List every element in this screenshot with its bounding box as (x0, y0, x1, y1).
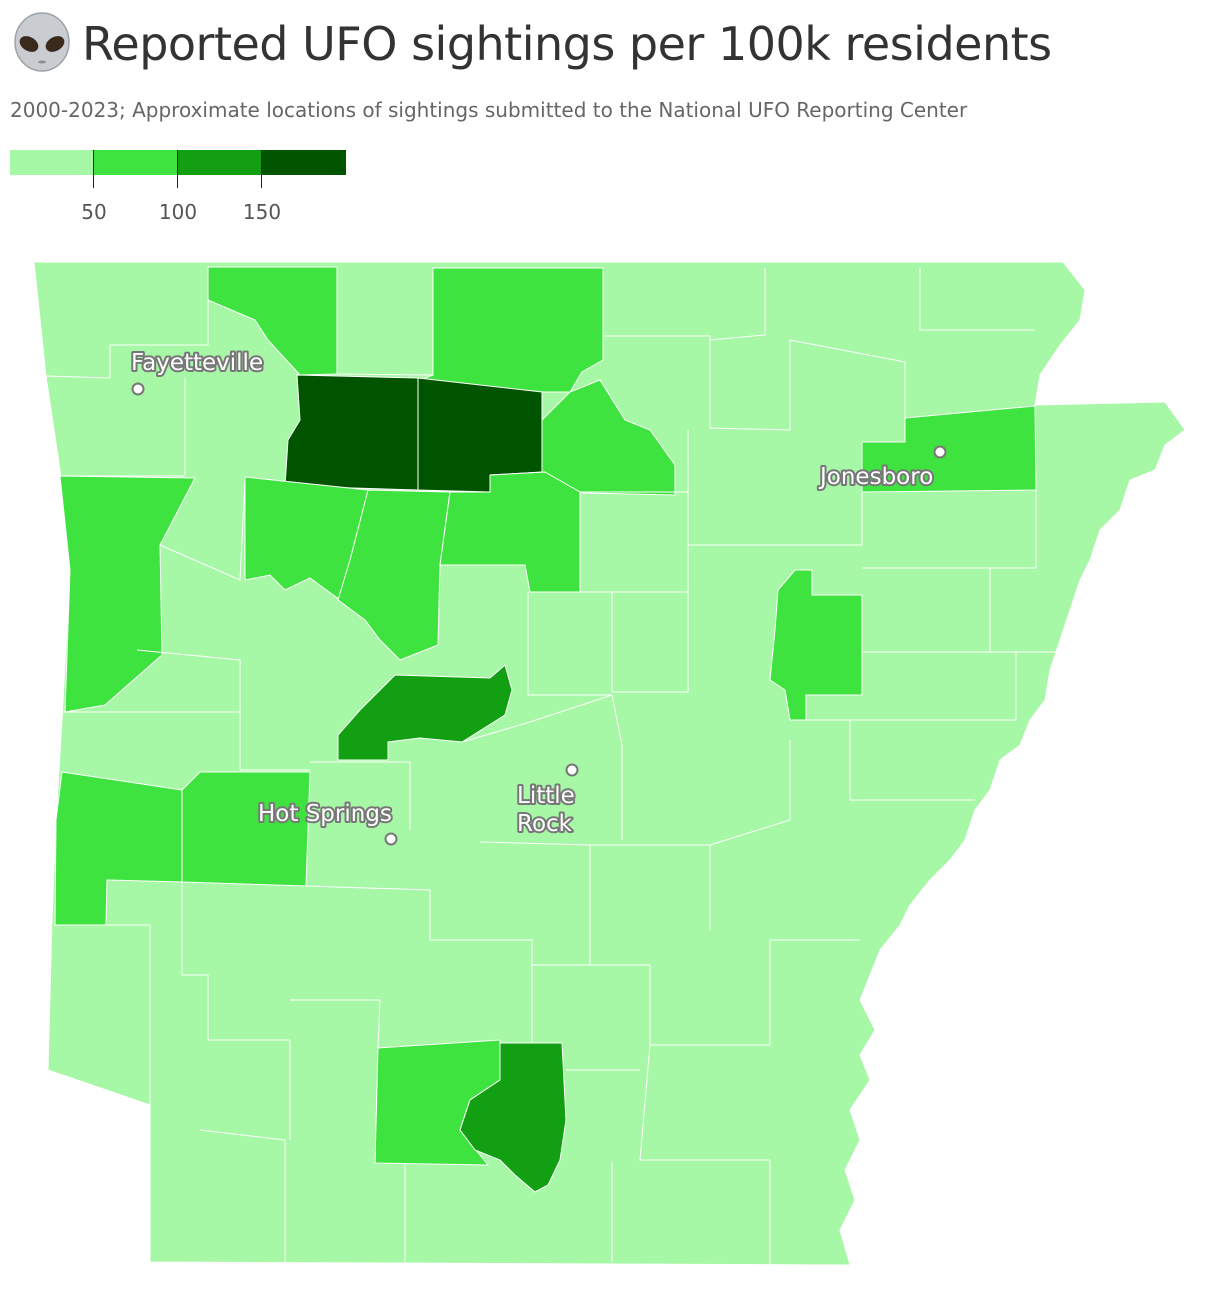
city-label-fayetteville: Fayetteville (131, 350, 263, 376)
chart-subtitle: 2000-2023; Approximate locations of sigh… (10, 98, 968, 122)
legend-swatch-3 (178, 150, 262, 175)
legend-swatch-4 (262, 150, 346, 175)
chart-header: Reported UFO sightings per 100k resident… (10, 8, 1210, 80)
legend: 50 100 150 (10, 150, 350, 230)
legend-bar (10, 150, 346, 175)
county-borders (45, 267, 1060, 1265)
county-mid-w1 (59, 475, 196, 713)
legend-swatch-2 (94, 150, 178, 175)
arkansas-map: Fayetteville Jonesboro Hot Springs Littl… (33, 261, 1186, 1266)
county-mid-c3 (439, 471, 581, 593)
county-high-s1 (459, 1042, 567, 1193)
city-dot-hot-springs (384, 832, 398, 846)
legend-label-150: 150 (242, 200, 282, 224)
alien-icon (14, 12, 70, 72)
city-label-little-rock-line1: Little (517, 783, 575, 809)
title-row: Reported UFO sightings per 100k resident… (10, 8, 1210, 80)
legend-label-50: 50 (81, 200, 107, 224)
county-top-1 (284, 374, 419, 491)
legend-tick-150 (261, 150, 262, 188)
legend-tick-100 (177, 150, 178, 188)
legend-label-100: 100 (158, 200, 198, 224)
county-mid-w3 (181, 771, 311, 887)
legend-tick-50 (93, 150, 94, 188)
city-label-jonesboro: Jonesboro (818, 464, 933, 490)
city-dot-fayetteville (131, 382, 145, 396)
city-dot-jonesboro (933, 445, 947, 459)
chart-title: Reported UFO sightings per 100k resident… (82, 17, 1052, 71)
city-label-hot-springs: Hot Springs (258, 801, 392, 827)
county-high-c1 (337, 664, 513, 761)
city-label-little-rock-line2: Rock (517, 811, 573, 837)
city-dot-little-rock (565, 763, 579, 777)
city-fayetteville: Fayetteville (129, 348, 265, 396)
legend-swatch-1 (10, 150, 94, 175)
county-mid-n2 (541, 379, 676, 496)
city-little-rock: Little Rock (515, 763, 579, 839)
city-hot-springs: Hot Springs (256, 799, 398, 846)
city-jonesboro: Jonesboro (816, 445, 947, 492)
